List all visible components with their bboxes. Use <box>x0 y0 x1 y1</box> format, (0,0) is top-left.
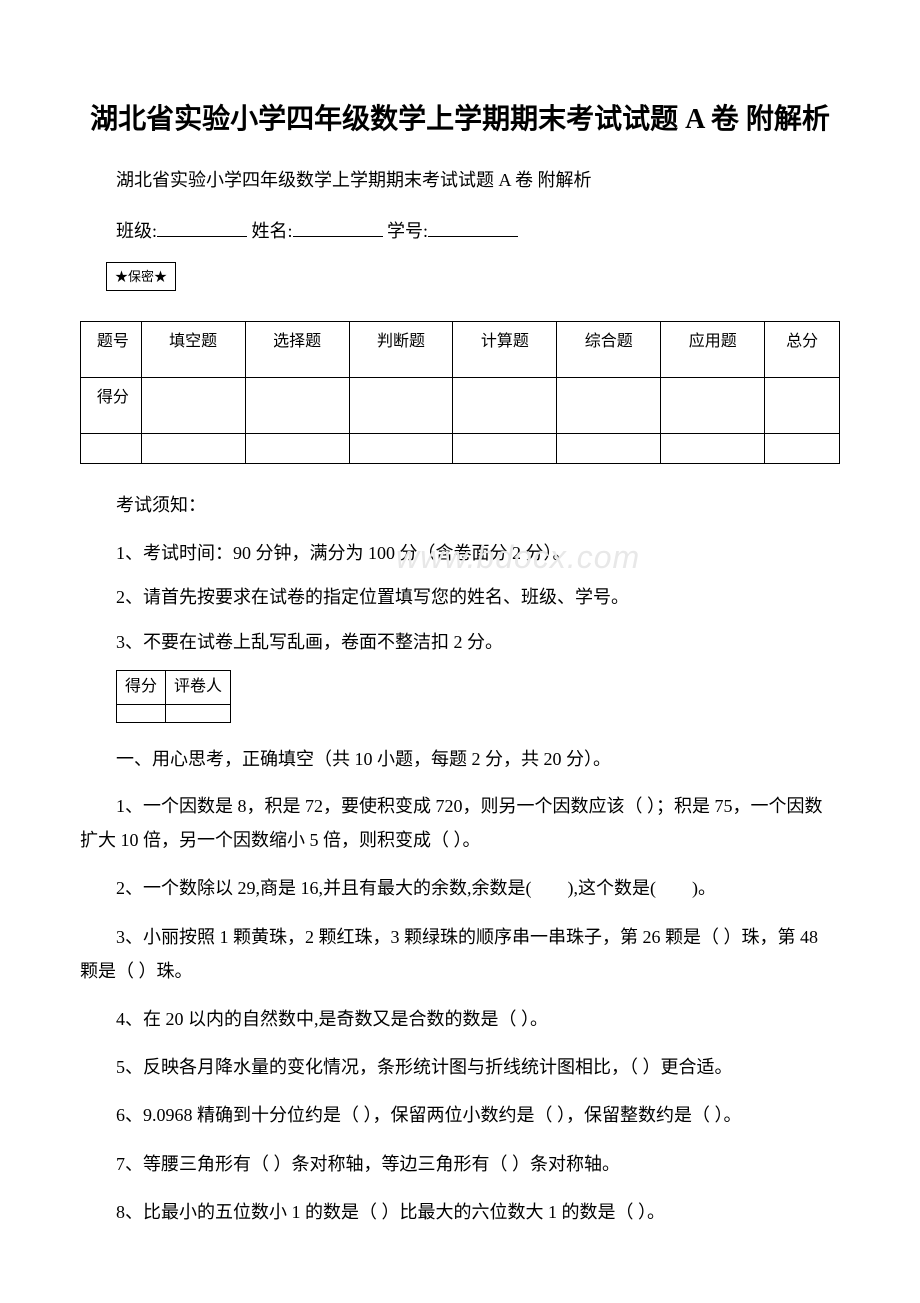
score-cell <box>141 378 245 434</box>
header-cell: 计算题 <box>453 322 557 378</box>
empty-cell <box>166 704 231 722</box>
notice-item-2: 2、请首先按要求在试卷的指定位置填写您的姓名、班级、学号。 <box>80 581 840 613</box>
question-8: 8、比最小的五位数小 1 的数是（ ）比最大的六位数大 1 的数是（ ）。 <box>80 1195 840 1229</box>
table-score-row: 得分 <box>81 378 840 434</box>
empty-cell <box>117 704 166 722</box>
empty-cell <box>349 434 453 464</box>
id-blank <box>428 236 518 237</box>
notice-item-1: 1、考试时间：90 分钟，满分为 100 分（含卷面分 2 分）。 www.bd… <box>80 537 840 569</box>
header-cell: 填空题 <box>141 322 245 378</box>
score-cell <box>765 378 840 434</box>
question-6: 6、9.0968 精确到十分位约是（ ），保留两位小数约是（ ），保留整数约是（… <box>80 1098 840 1132</box>
name-label: 姓名: <box>252 221 293 241</box>
empty-cell <box>557 434 661 464</box>
notice-text: 1、考试时间：90 分钟，满分为 100 分（含卷面分 2 分）。 <box>116 543 571 563</box>
document-title: 湖北省实验小学四年级数学上学期期末考试试题 A 卷 附解析 <box>80 100 840 139</box>
question-3: 3、小丽按照 1 颗黄珠，2 颗红珠，3 颗绿珠的顺序串一串珠子，第 26 颗是… <box>80 920 840 988</box>
empty-cell <box>453 434 557 464</box>
header-cell: 应用题 <box>661 322 765 378</box>
score-cell <box>245 378 349 434</box>
score-cell <box>557 378 661 434</box>
score-cell <box>661 378 765 434</box>
question-2: 2、一个数除以 29,商是 16,并且有最大的余数,余数是( ),这个数是( )… <box>80 871 840 905</box>
notice-title: 考试须知： <box>80 489 840 521</box>
score-label-cell: 得分 <box>81 378 142 434</box>
id-label: 学号: <box>387 221 428 241</box>
header-cell: 选择题 <box>245 322 349 378</box>
table-row <box>117 704 231 722</box>
secret-badge: ★保密★ <box>106 262 176 291</box>
header-cell: 综合题 <box>557 322 661 378</box>
score-table: 题号 填空题 选择题 判断题 计算题 综合题 应用题 总分 得分 <box>80 321 840 464</box>
section-title: 一、用心思考，正确填空（共 10 小题，每题 2 分，共 20 分）。 <box>80 743 840 775</box>
reviewer-header: 评卷人 <box>166 670 231 704</box>
class-label: 班级: <box>116 221 157 241</box>
empty-cell <box>81 434 142 464</box>
class-blank <box>157 236 247 237</box>
name-blank <box>293 236 383 237</box>
table-empty-row <box>81 434 840 464</box>
reviewer-table: 得分 评卷人 <box>116 670 231 723</box>
question-4: 4、在 20 以内的自然数中,是奇数又是合数的数是（ ）。 <box>80 1002 840 1036</box>
table-row: 得分 评卷人 <box>117 670 231 704</box>
question-7: 7、等腰三角形有（ ）条对称轴，等边三角形有（ ）条对称轴。 <box>80 1147 840 1181</box>
header-cell: 题号 <box>81 322 142 378</box>
header-cell: 总分 <box>765 322 840 378</box>
question-1: 1、一个因数是 8，积是 72，要使积变成 720，则另一个因数应该（ ）；积是… <box>80 789 840 857</box>
empty-cell <box>765 434 840 464</box>
empty-cell <box>661 434 765 464</box>
score-header: 得分 <box>117 670 166 704</box>
document-subtitle: 湖北省实验小学四年级数学上学期期末考试试题 A 卷 附解析 <box>80 164 840 196</box>
header-cell: 判断题 <box>349 322 453 378</box>
score-cell <box>349 378 453 434</box>
empty-cell <box>141 434 245 464</box>
table-header-row: 题号 填空题 选择题 判断题 计算题 综合题 应用题 总分 <box>81 322 840 378</box>
score-cell <box>453 378 557 434</box>
question-5: 5、反映各月降水量的变化情况，条形统计图与折线统计图相比，（ ）更合适。 <box>80 1050 840 1084</box>
student-info-line: 班级: 姓名: 学号: <box>80 215 840 247</box>
empty-cell <box>245 434 349 464</box>
notice-item-3: 3、不要在试卷上乱写乱画，卷面不整洁扣 2 分。 <box>80 626 840 658</box>
